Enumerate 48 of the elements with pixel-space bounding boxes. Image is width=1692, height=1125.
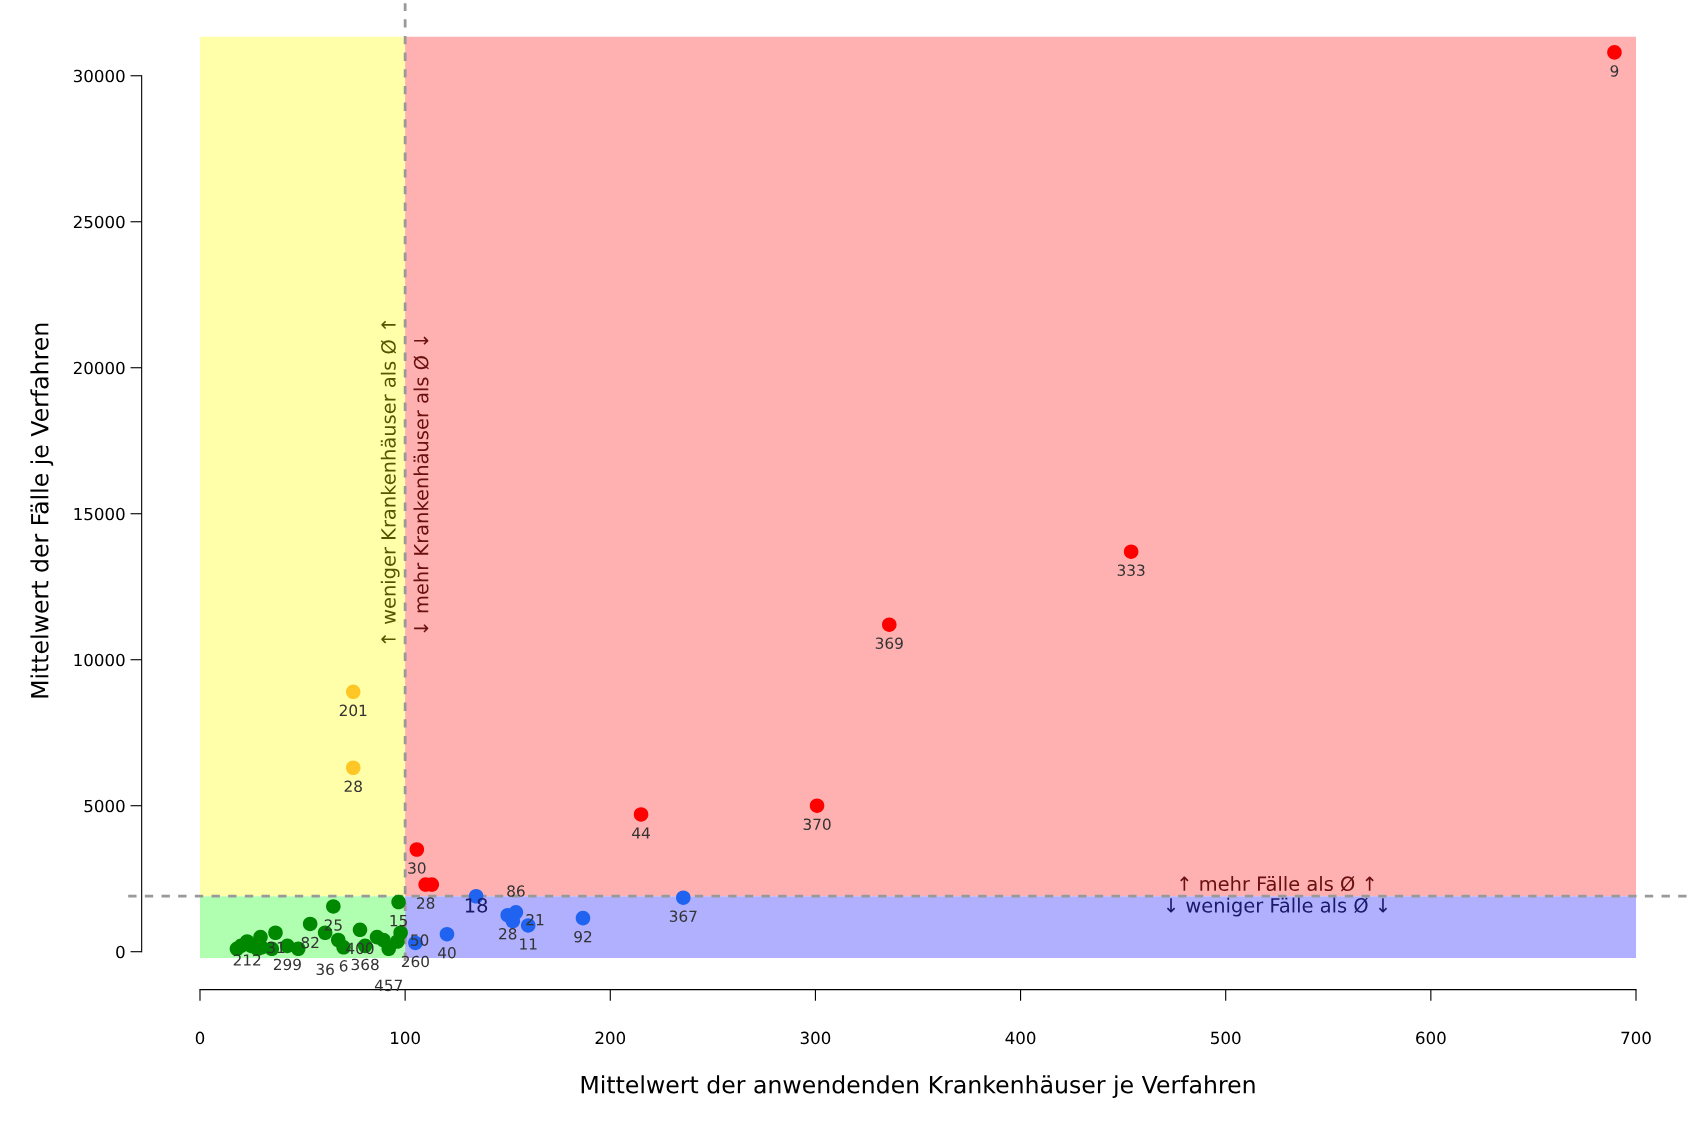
- x-tick-label: 0: [195, 1031, 205, 1045]
- annotation: ↓ weniger Fälle als Ø ↓: [1166, 897, 1388, 917]
- annotation: 370: [803, 818, 831, 831]
- y-tick-label: 5000: [84, 799, 125, 813]
- annotation: 30: [408, 862, 426, 874]
- annotation: 15: [390, 915, 407, 927]
- annotation: ↓ mehr Krankenhäuser als Ø ↓: [413, 336, 429, 633]
- y-axis-title: Mittelwert der Fälle je Verfahren: [30, 323, 54, 698]
- annotation: 28: [344, 780, 362, 793]
- annotation: 212: [233, 954, 261, 966]
- annotation: 11: [520, 938, 537, 950]
- annotation: 333: [1117, 564, 1145, 577]
- annotation: 82: [301, 936, 319, 949]
- annotation: 40: [438, 946, 456, 959]
- annotation: 369: [875, 637, 903, 650]
- x-tick-label: 300: [800, 1031, 831, 1045]
- annotation: 86: [507, 885, 525, 897]
- annotation: 28: [499, 927, 517, 940]
- annotation: 44: [632, 827, 650, 839]
- annotation: 260: [401, 955, 429, 968]
- annotation: 25: [324, 919, 342, 931]
- annotation: 457: [374, 979, 402, 992]
- annotation: 201: [339, 704, 367, 717]
- annotation: 367: [669, 910, 697, 923]
- x-tick-label: 100: [391, 1031, 420, 1045]
- x-tick-label: 600: [1416, 1031, 1446, 1045]
- x-axis-title: Mittelwert der anwendenden Krankenhäuser je Verfahren: [581, 1075, 1255, 1099]
- annotation: 28: [417, 897, 435, 909]
- x-tick-label: 200: [595, 1031, 626, 1045]
- y-tick-label: 20000: [73, 361, 125, 375]
- ref-line-label: ↑ mehr Fälle als Ø ↑: [1180, 875, 1374, 892]
- annotation: 368: [351, 958, 379, 971]
- annotation: 299: [273, 958, 301, 971]
- annotation: 9: [1610, 65, 1619, 77]
- y-tick-label: 0: [116, 945, 125, 959]
- y-tick-label: 25000: [73, 215, 125, 229]
- y-tick-label: 10000: [74, 653, 125, 667]
- annotation: 36: [316, 963, 334, 976]
- annotation: 21: [526, 913, 544, 926]
- x-tick-label: 500: [1211, 1031, 1241, 1045]
- annotation: 18: [465, 897, 488, 913]
- annotation: 6: [339, 960, 348, 972]
- y-tick-label: 15000: [74, 507, 125, 521]
- ref-line-label: ↑ weniger Krankenhäuser als Ø ↑: [380, 320, 400, 644]
- y-tick-label: 30000: [73, 69, 125, 83]
- annotation: 92: [574, 930, 592, 943]
- x-tick-label: 700: [1621, 1031, 1651, 1045]
- x-tick-label: 400: [1005, 1031, 1036, 1045]
